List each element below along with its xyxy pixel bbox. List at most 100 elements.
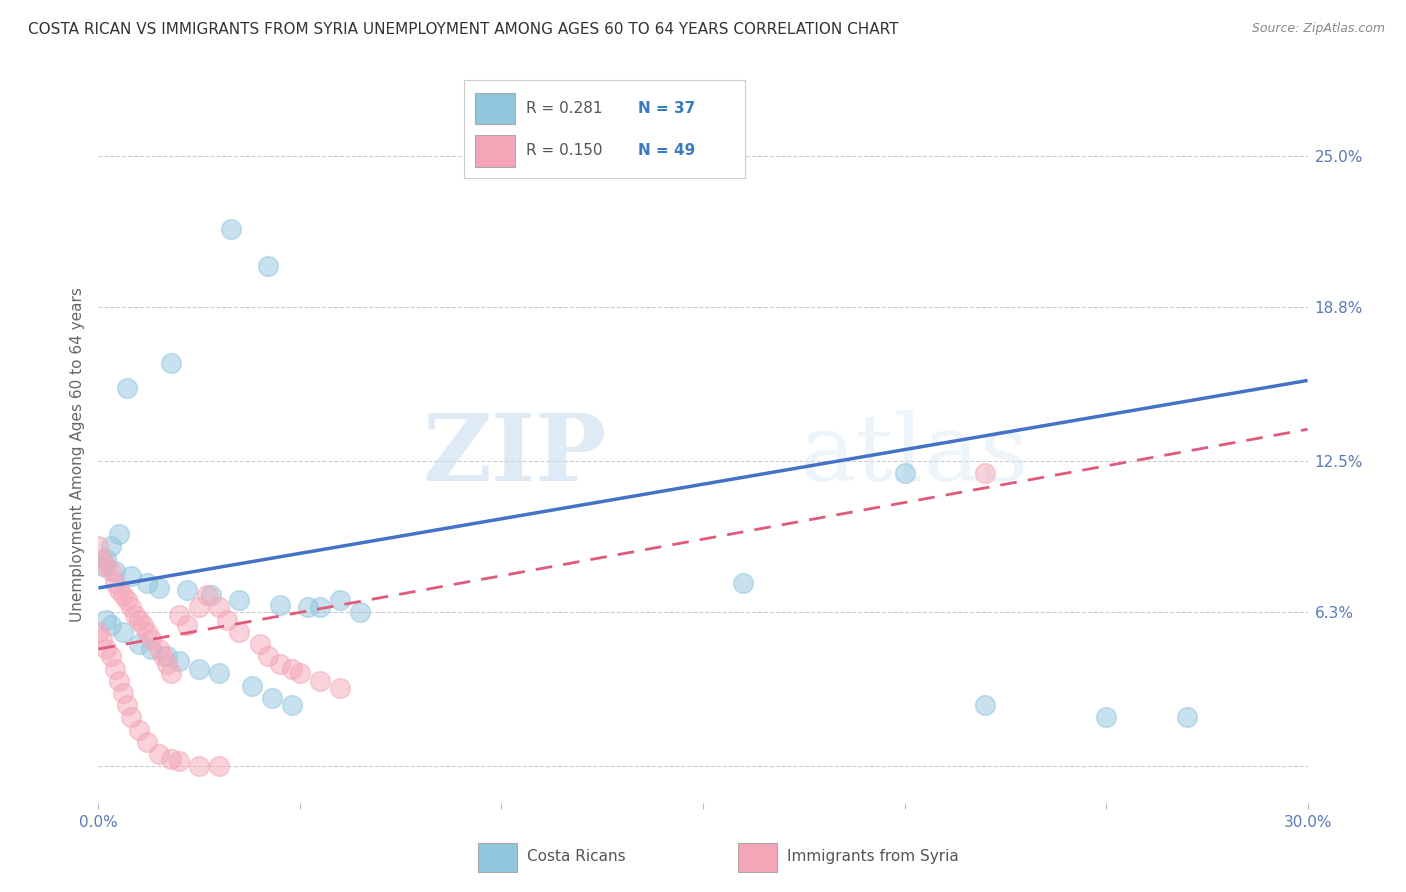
Point bbox=[87, 624, 110, 639]
Point bbox=[128, 637, 150, 651]
Point bbox=[96, 642, 118, 657]
Text: N = 49: N = 49 bbox=[638, 144, 696, 159]
Point bbox=[115, 381, 138, 395]
Point bbox=[309, 673, 332, 688]
Text: atlas: atlas bbox=[800, 410, 1029, 500]
Point bbox=[128, 723, 150, 737]
Text: R = 0.281: R = 0.281 bbox=[526, 101, 602, 116]
Point bbox=[329, 593, 352, 607]
Text: Immigrants from Syria: Immigrants from Syria bbox=[787, 849, 959, 863]
Point bbox=[96, 613, 118, 627]
Point bbox=[228, 624, 250, 639]
Y-axis label: Unemployment Among Ages 60 to 64 years: Unemployment Among Ages 60 to 64 years bbox=[69, 287, 84, 623]
Point bbox=[160, 752, 183, 766]
Point bbox=[91, 551, 114, 566]
Point bbox=[228, 593, 250, 607]
Point bbox=[156, 649, 179, 664]
Point bbox=[103, 576, 125, 591]
Point bbox=[96, 551, 118, 566]
Point bbox=[100, 649, 122, 664]
Bar bbox=[475, 93, 515, 124]
Point bbox=[208, 666, 231, 681]
Point bbox=[100, 617, 122, 632]
Point bbox=[120, 710, 142, 724]
Point bbox=[195, 588, 218, 602]
Point bbox=[208, 759, 231, 773]
Point bbox=[188, 759, 211, 773]
Point bbox=[269, 657, 291, 671]
Point bbox=[139, 632, 162, 647]
Point bbox=[135, 624, 157, 639]
Text: Source: ZipAtlas.com: Source: ZipAtlas.com bbox=[1251, 22, 1385, 36]
Point bbox=[120, 600, 142, 615]
Point bbox=[111, 624, 134, 639]
Point bbox=[260, 690, 283, 705]
Point bbox=[281, 661, 304, 675]
Point bbox=[115, 593, 138, 607]
Point bbox=[103, 661, 125, 675]
Point bbox=[107, 673, 129, 688]
Point bbox=[281, 698, 304, 713]
Point bbox=[128, 613, 150, 627]
Point bbox=[288, 666, 311, 681]
Bar bbox=[738, 843, 778, 872]
Point bbox=[733, 576, 755, 591]
Point bbox=[188, 600, 211, 615]
Point bbox=[111, 588, 134, 602]
Point bbox=[100, 540, 122, 554]
Point bbox=[217, 613, 239, 627]
Point bbox=[208, 600, 231, 615]
Text: R = 0.150: R = 0.150 bbox=[526, 144, 602, 159]
Point bbox=[103, 564, 125, 578]
Point bbox=[160, 356, 183, 370]
Point bbox=[135, 576, 157, 591]
Point bbox=[107, 527, 129, 541]
Point bbox=[221, 222, 243, 236]
Point bbox=[1095, 710, 1118, 724]
Point bbox=[167, 607, 190, 622]
Point bbox=[132, 617, 155, 632]
Point bbox=[297, 600, 319, 615]
Point bbox=[167, 754, 190, 768]
Point bbox=[148, 642, 170, 657]
Point bbox=[167, 654, 190, 668]
Bar bbox=[478, 843, 517, 872]
Point bbox=[107, 583, 129, 598]
Point bbox=[160, 666, 183, 681]
Point bbox=[87, 540, 110, 554]
Point bbox=[120, 568, 142, 582]
Point bbox=[240, 679, 263, 693]
Point bbox=[349, 606, 371, 620]
Point bbox=[893, 467, 915, 481]
Point bbox=[256, 259, 278, 273]
Text: COSTA RICAN VS IMMIGRANTS FROM SYRIA UNEMPLOYMENT AMONG AGES 60 TO 64 YEARS CORR: COSTA RICAN VS IMMIGRANTS FROM SYRIA UNE… bbox=[28, 22, 898, 37]
Point bbox=[156, 657, 179, 671]
Point bbox=[135, 735, 157, 749]
Point bbox=[974, 698, 997, 713]
Text: N = 37: N = 37 bbox=[638, 101, 696, 116]
Text: Costa Ricans: Costa Ricans bbox=[527, 849, 626, 863]
Point bbox=[249, 637, 271, 651]
Text: ZIP: ZIP bbox=[422, 410, 606, 500]
Point bbox=[269, 598, 291, 612]
Point bbox=[200, 588, 222, 602]
Point bbox=[152, 649, 174, 664]
Point bbox=[309, 600, 332, 615]
Point bbox=[256, 649, 278, 664]
Point bbox=[329, 681, 352, 695]
Point bbox=[1175, 710, 1198, 724]
Point bbox=[974, 467, 997, 481]
Point bbox=[148, 581, 170, 595]
Point bbox=[91, 632, 114, 647]
Point bbox=[111, 686, 134, 700]
Point bbox=[139, 642, 162, 657]
Point bbox=[188, 661, 211, 675]
Point bbox=[176, 583, 198, 598]
Point bbox=[96, 559, 118, 574]
Point bbox=[176, 617, 198, 632]
Bar bbox=[475, 136, 515, 167]
Point bbox=[115, 698, 138, 713]
Point bbox=[100, 564, 122, 578]
Point bbox=[124, 607, 146, 622]
Point bbox=[91, 559, 114, 574]
